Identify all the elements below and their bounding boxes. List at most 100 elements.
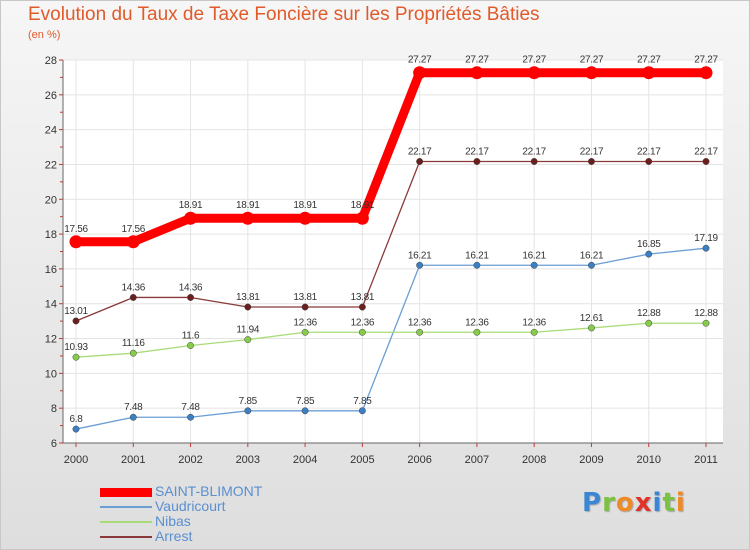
data-point	[645, 319, 653, 327]
logo-letter: i	[675, 488, 686, 518]
data-point	[413, 66, 427, 80]
legend-item: Vaudricourt	[100, 498, 340, 514]
x-tick-label: 2005	[350, 454, 374, 466]
x-tick-label: 2008	[522, 454, 546, 466]
x-tick-label: 2006	[407, 454, 431, 466]
logo-letter: i	[652, 488, 663, 518]
data-label: 16.21	[580, 250, 604, 261]
data-label: 22.17	[465, 146, 489, 157]
legend-swatch	[100, 521, 152, 523]
data-point	[473, 261, 481, 269]
y-tick-label: 26	[45, 90, 57, 102]
logo-letter: x	[634, 488, 653, 518]
data-label: 27.27	[637, 55, 661, 66]
x-tick-label: 2001	[121, 454, 145, 466]
data-label: 13.81	[236, 292, 260, 303]
data-point	[187, 294, 194, 301]
x-tick-label: 2004	[293, 454, 317, 466]
data-point	[588, 158, 595, 165]
data-point	[470, 66, 484, 80]
y-tick-label: 24	[45, 125, 57, 137]
x-tick-label: 2003	[236, 454, 260, 466]
data-label: 22.17	[408, 146, 432, 157]
y-tick-label: 18	[45, 229, 57, 241]
data-label: 12.36	[408, 317, 432, 328]
y-tick-label: 16	[45, 264, 57, 276]
data-point	[473, 158, 481, 165]
legend-item: SAINT-BLIMONT	[100, 483, 340, 499]
data-point	[702, 158, 710, 165]
y-tick-label: 8	[51, 403, 57, 415]
data-label: 7.48	[124, 402, 143, 413]
data-point	[527, 66, 541, 80]
data-label: 27.27	[522, 55, 546, 66]
data-label: 12.61	[580, 313, 604, 324]
data-point	[187, 413, 194, 421]
y-tick-label: 10	[45, 368, 57, 380]
series	[69, 66, 713, 433]
chart-title: Evolution du Taux de Taxe Foncière sur l…	[28, 4, 540, 25]
data-point	[358, 328, 366, 336]
series-line-saint-blimont	[71, 68, 711, 247]
data-label: 14.36	[179, 282, 203, 293]
data-label: 27.27	[408, 55, 432, 66]
data-label: 10.93	[64, 342, 88, 353]
chart-subtitle: (en %)	[28, 29, 61, 41]
logo-letter: r	[602, 488, 616, 518]
data-label: 22.17	[580, 146, 604, 157]
data-point	[129, 294, 137, 301]
data-label: 12.36	[351, 317, 375, 328]
x-tick-label: 2007	[465, 454, 489, 466]
legend-swatch	[100, 506, 152, 508]
data-label: 17.19	[694, 233, 718, 244]
data-point	[126, 235, 140, 249]
data-label: 22.17	[637, 146, 661, 157]
data-point	[645, 158, 653, 165]
legend: SAINT-BLIMONT Vaudricourt Nibas Arrest	[100, 483, 340, 544]
data-point	[588, 324, 595, 332]
data-label: 6.8	[69, 414, 83, 425]
data-label: 16.85	[637, 239, 661, 250]
data-point	[530, 261, 538, 269]
data-point	[244, 303, 252, 311]
data-label: 14.36	[122, 282, 146, 293]
data-point	[244, 407, 252, 415]
data-label: 13.81	[351, 292, 375, 303]
data-label: 16.21	[465, 250, 489, 261]
data-point	[530, 158, 538, 165]
data-point	[72, 353, 80, 361]
data-label: 12.36	[522, 317, 546, 328]
data-label: 12.36	[293, 317, 317, 328]
data-point	[355, 211, 369, 225]
x-tick-label: 2011	[694, 454, 718, 466]
y-tick-label: 12	[45, 334, 57, 346]
data-label: 16.21	[522, 250, 546, 261]
y-tick-label: 20	[45, 194, 57, 206]
series-line-arrest	[75, 160, 707, 322]
data-point	[416, 158, 424, 165]
x-tick-label: 2000	[64, 454, 88, 466]
data-point	[699, 66, 713, 80]
data-label: 17.56	[64, 224, 88, 235]
data-point	[702, 319, 710, 327]
legend-label: Arrest	[155, 528, 193, 544]
data-point	[187, 342, 194, 349]
data-label: 11.16	[122, 338, 146, 349]
data-label: 7.85	[239, 396, 258, 407]
data-point	[244, 336, 252, 344]
data-point	[301, 328, 309, 336]
y-tick-label: 22	[45, 159, 57, 171]
x-tick-label: 2010	[636, 454, 660, 466]
data-label: 18.91	[236, 200, 260, 211]
data-label: 11.6	[182, 331, 200, 342]
data-point	[645, 250, 653, 258]
logo-letter: o	[615, 488, 635, 518]
legend-item: Arrest	[100, 528, 340, 544]
data-point	[530, 328, 538, 336]
data-label: 12.88	[637, 308, 661, 319]
x-tick-label: 2009	[579, 454, 603, 466]
data-label: 27.27	[580, 55, 604, 66]
legend-label: Vaudricourt	[155, 498, 226, 514]
data-point	[241, 211, 255, 225]
y-tick-label: 28	[45, 55, 57, 67]
